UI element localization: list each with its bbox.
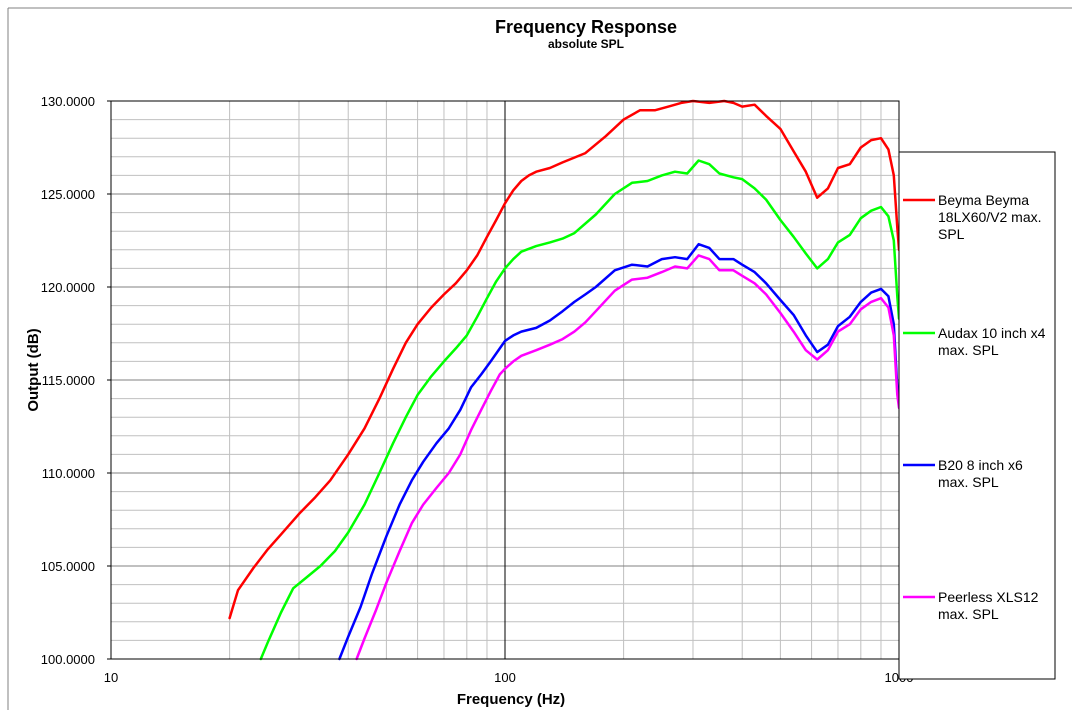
- grid-lines: [111, 101, 899, 659]
- legend-label-1: Beyma Beyma 18LX60/V2 max. SPL: [938, 192, 1042, 242]
- y-tick-label: 120.0000: [41, 280, 95, 295]
- series-lines: [228, 99, 901, 661]
- x-axis-title: Frequency (Hz): [457, 691, 565, 708]
- legend: Beyma Beyma 18LX60/V2 max. SPL Audax 10 inc…: [898, 151, 1056, 680]
- chart-title: Frequency Response: [495, 17, 677, 37]
- series-line-1: [228, 99, 901, 620]
- legend-label-4: Peerless XLS12 max. SPL: [938, 589, 1039, 622]
- y-tick-label: 105.0000: [41, 559, 95, 574]
- series-line-4: [355, 254, 901, 661]
- legend-label-2: Audax 10 inch x4 max. SPL: [938, 325, 1046, 358]
- legend-label-3: B20 8 inch x6 max. SPL: [938, 457, 1023, 490]
- legend-box: [898, 151, 1056, 680]
- y-tick-label: 125.0000: [41, 187, 95, 202]
- series-line-3: [338, 242, 901, 661]
- x-tick-label: 100: [494, 670, 516, 685]
- y-tick-label: 110.0000: [42, 466, 95, 481]
- chart-subtitle: absolute SPL: [548, 37, 624, 51]
- y-tick-label: 130.0000: [41, 94, 95, 109]
- series-line-2: [259, 159, 901, 661]
- y-axis-title: Output (dB): [25, 328, 42, 411]
- y-tick-labels: 100.0000 105.0000 110.0000 115.0000 120.0000…: [41, 94, 111, 667]
- x-tick-label: 10: [104, 670, 118, 685]
- y-tick-label: 115.0000: [42, 373, 95, 388]
- y-tick-label: 100.0000: [41, 652, 95, 667]
